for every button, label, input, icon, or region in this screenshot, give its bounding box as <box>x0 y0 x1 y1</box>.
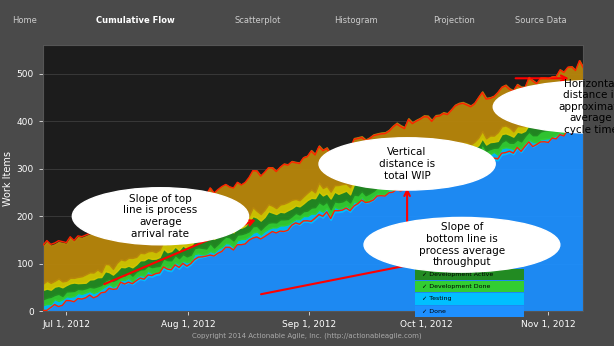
Ellipse shape <box>364 217 560 272</box>
Text: Horizontal
distance is
approximate
average
cycle time: Horizontal distance is approximate avera… <box>558 79 614 135</box>
Y-axis label: Work Items: Work Items <box>2 151 12 206</box>
Text: Home: Home <box>12 16 37 25</box>
Text: Cumulative Flow: Cumulative Flow <box>96 16 174 25</box>
Text: Histogram: Histogram <box>334 16 378 25</box>
Ellipse shape <box>493 81 614 133</box>
Text: Source Data: Source Data <box>515 16 566 25</box>
Text: Vertical
distance is
total WIP: Vertical distance is total WIP <box>379 147 435 181</box>
Text: Projection: Projection <box>433 16 475 25</box>
Ellipse shape <box>72 188 249 245</box>
Text: Scatterplot: Scatterplot <box>235 16 281 25</box>
Ellipse shape <box>319 138 495 190</box>
Text: Slope of
bottom line is
process average
throughput: Slope of bottom line is process average … <box>419 222 505 267</box>
Text: Copyright 2014 Actionable Agile, Inc. (http://actionableagile.com): Copyright 2014 Actionable Agile, Inc. (h… <box>192 333 422 339</box>
Text: Slope of top
line is process
average
arrival rate: Slope of top line is process average arr… <box>123 194 198 239</box>
